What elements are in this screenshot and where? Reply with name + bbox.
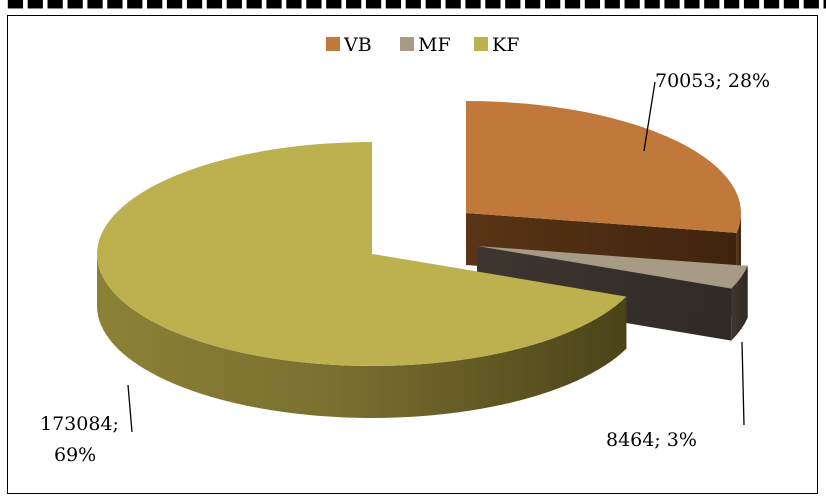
data-label-vb: 70053; 28% (655, 70, 770, 92)
slice-rim-kf (97, 254, 627, 418)
legend-label-vb: VB (343, 34, 372, 56)
data-label-mf: 8464; 3% (606, 429, 697, 451)
slice-rim-mf (731, 265, 748, 341)
leader-line-vb (643, 81, 656, 152)
leader-line-kf (127, 384, 133, 433)
slice-top-mf (477, 246, 748, 289)
clipped-header-text: ■■■■■■■■■■■■■■■■■■■■■■■■■■■■■■■■■■■■■■■■… (0, 0, 826, 12)
legend-swatch-vb (326, 37, 340, 51)
data-label-kf-line2: 69% (54, 444, 96, 466)
data-label-kf-line1: 173084; (40, 413, 119, 435)
leader-line-mf (741, 341, 745, 426)
legend: VB MF KF (326, 34, 519, 56)
legend-swatch-mf (400, 37, 414, 51)
leader-lines (127, 81, 745, 433)
pie-slices (96, 101, 748, 418)
slice-kf (96, 142, 627, 418)
slice-top-kf (96, 142, 627, 366)
legend-label-mf: MF (418, 34, 451, 56)
legend-label-kf: KF (492, 34, 519, 56)
legend-swatch-kf (474, 37, 488, 51)
slice-top-vb (466, 101, 742, 233)
clipped-header-glyphs: ■■■■■■■■■■■■■■■■■■■■■■■■■■■■■■■■■■■■■■■■… (6, 0, 826, 11)
